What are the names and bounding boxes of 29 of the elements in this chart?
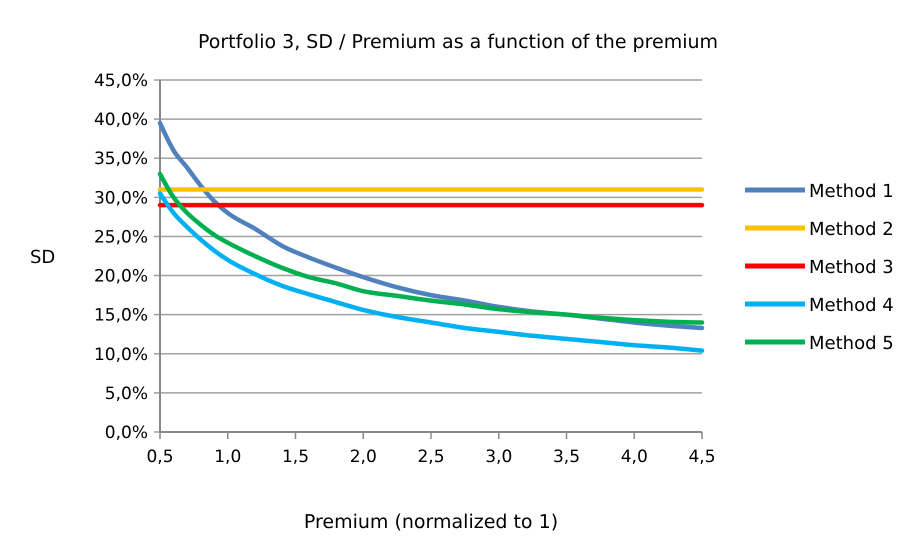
- x-tick-label: 0,5: [146, 447, 174, 467]
- y-tick-label: 0,0%: [104, 423, 148, 443]
- x-tick-label: 1,0: [214, 447, 242, 467]
- x-tick-label: 3,5: [552, 447, 580, 467]
- y-tick-label: 10,0%: [94, 344, 148, 365]
- y-tick-label: 25,0%: [94, 227, 148, 248]
- x-tick-label: 4,5: [688, 447, 716, 467]
- y-tick-label: 30,0%: [94, 188, 148, 208]
- x-tick-label: 4,0: [620, 447, 648, 467]
- y-tick-label: 5,0%: [104, 384, 148, 404]
- legend-label: Method 1: [809, 181, 894, 202]
- x-tick-label: 1,5: [282, 447, 310, 467]
- x-axis-title: Premium (normalized to 1): [304, 511, 558, 533]
- legend-label: Method 5: [809, 333, 894, 354]
- legend-label: Method 4: [809, 295, 894, 316]
- y-tick-label: 35,0%: [94, 149, 148, 170]
- y-tick-label: 45,0%: [94, 71, 148, 91]
- x-tick-label: 2,0: [350, 447, 377, 467]
- x-tick-label: 3,0: [485, 447, 512, 467]
- chart-title: Portfolio 3, SD / Premium as a function of the premium: [198, 31, 718, 53]
- x-tick-label: 2,5: [417, 447, 445, 467]
- y-tick-label: 15,0%: [94, 306, 148, 326]
- line-series: [158, 172, 704, 325]
- y-axis-title: SD: [30, 247, 56, 268]
- legend-label: Method 3: [809, 257, 894, 278]
- legend-label: Method 2: [809, 219, 894, 240]
- line-series: [158, 191, 704, 353]
- y-tick-label: 20,0%: [94, 266, 148, 287]
- y-tick-label: 40,0%: [94, 110, 148, 130]
